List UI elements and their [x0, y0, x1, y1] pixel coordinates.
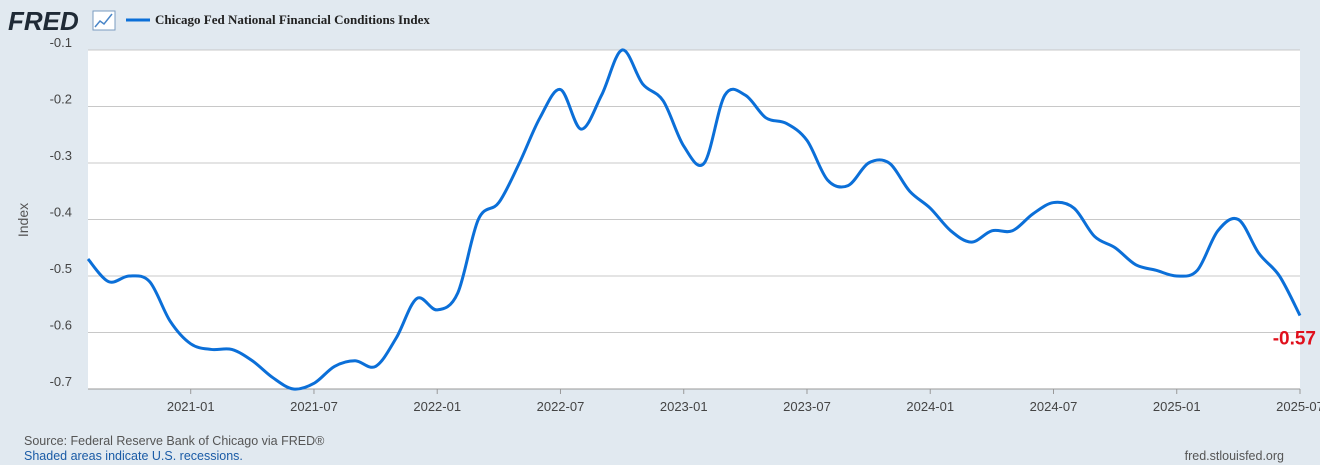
y-tick-label: -0.1 [50, 35, 72, 50]
y-tick-label: -0.4 [50, 205, 72, 220]
y-tick-label: -0.5 [50, 261, 72, 276]
source: Source: Federal Reserve Bank of Chicago … [24, 434, 325, 448]
last-value-label: -0.57 [1273, 329, 1316, 350]
y-tick-label: -0.7 [50, 374, 72, 389]
x-tick-label: 2024-01 [906, 399, 954, 414]
logo-icon [92, 10, 116, 31]
x-tick-label: 2025-07 [1276, 399, 1320, 414]
logo-icon-line [94, 13, 113, 28]
x-tick-label: 2022-07 [537, 399, 585, 414]
x-tick-label: 2025-01 [1153, 399, 1201, 414]
logo: FRED [8, 6, 79, 36]
x-tick-label: 2022-01 [413, 399, 461, 414]
series-line [86, 48, 1302, 391]
x-tick-label: 2023-01 [660, 399, 708, 414]
x-tick-label: 2021-07 [290, 399, 338, 414]
logo-icon-frame [92, 10, 116, 31]
x-tick-label: 2024-07 [1030, 399, 1078, 414]
y-tick-label: -0.2 [50, 92, 72, 107]
y-tick-label: -0.3 [50, 148, 72, 163]
y-axis-label: Index [15, 203, 31, 237]
x-tick-label: 2021-01 [167, 399, 215, 414]
recession-note[interactable]: Shaded areas indicate U.S. recessions. [24, 449, 243, 463]
y-tick-label: -0.6 [50, 318, 72, 333]
site-url[interactable]: fred.stlouisfed.org [1185, 449, 1284, 463]
legend-label: Chicago Fed National Financial Condition… [155, 12, 430, 27]
x-tick-label: 2023-07 [783, 399, 831, 414]
